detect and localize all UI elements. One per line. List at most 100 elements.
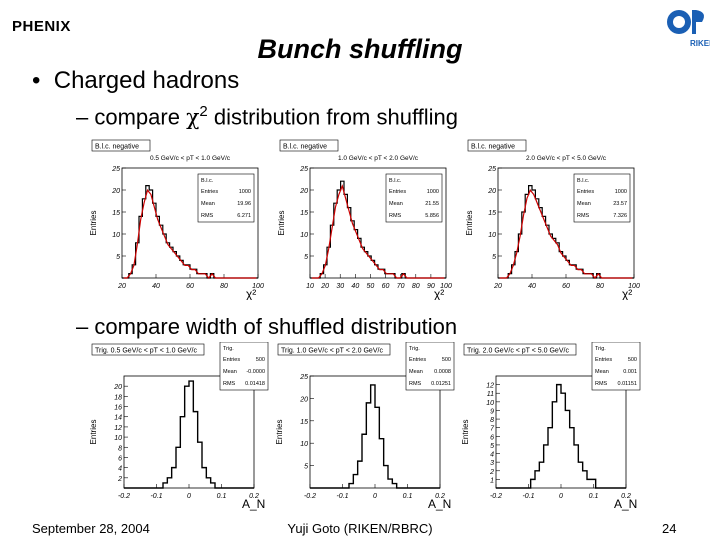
plot-tag-text: B.l.c. negative [471, 144, 515, 151]
plot-tag-box [277, 343, 391, 356]
y-tick-label: 3 [490, 460, 494, 467]
y-tick-label: 16 [114, 405, 122, 412]
y-tick-label: 6 [490, 434, 494, 441]
y-tick-label: 11 [487, 391, 494, 398]
plot-tag-box [467, 139, 527, 152]
stats-key: Mean [223, 369, 237, 375]
y-tick-label: 10 [300, 232, 308, 239]
stats-key: Mean [201, 201, 215, 207]
sub1-prefix: – compare [76, 104, 187, 130]
chi2-plot-3: B.l.c. negative 2.0 GeV/c < pT < 5.0 GeV/… [464, 138, 642, 305]
x-tick-label: 50 [367, 283, 375, 290]
chi-symbol: χ [186, 105, 200, 131]
x-tick-label: 0.2 [249, 493, 259, 500]
stats-box [405, 341, 455, 391]
fit-curve [499, 189, 633, 279]
y-tick-label: 25 [111, 166, 120, 173]
y-tick-label: 8 [118, 445, 122, 452]
x-tick-label: -0.1 [522, 493, 534, 500]
y-tick-label: 12 [486, 383, 494, 390]
y-tick-label: 8 [490, 417, 494, 424]
riken-logo-text: RIKEN [690, 39, 710, 48]
stats-value: -0.0000 [246, 369, 265, 375]
y-tick-label: 10 [300, 441, 308, 448]
plot-tag-text: B.l.c. negative [95, 144, 139, 151]
slide-title: Bunch shuffling [257, 34, 463, 64]
x-tick-label: 80 [596, 283, 604, 290]
x-tick-label: 60 [562, 283, 570, 290]
y-tick-label: 25 [299, 166, 308, 173]
subbullet-chi2: – compare χ2 distribution from shuffling [76, 103, 458, 130]
stats-value: 0.01418 [245, 381, 265, 387]
x-tick-label: 10 [306, 283, 314, 290]
plot-tag-text: Trig. 2.0 GeV/c < pT < 5.0 GeV/c [467, 348, 569, 355]
y-tick-label: 20 [487, 188, 496, 195]
stats-value: 1000 [239, 189, 251, 195]
y-tick-label: 5 [490, 443, 494, 450]
stats-title: B.l.c. [389, 178, 402, 184]
y-tick-label: 10 [114, 435, 122, 442]
plot-tag-text: Trig. 1.0 GeV/c < pT < 2.0 GeV/c [281, 348, 383, 355]
x-axis-label: χ² [622, 287, 632, 300]
plot-tag-box [91, 139, 151, 152]
y-tick-label: 15 [300, 419, 308, 426]
y-tick-label: 10 [486, 400, 494, 407]
width-plot-3: Trig. 2.0 GeV/c < pT < 5.0 GeV/c Entries 1… [458, 341, 644, 519]
y-tick-label: 4 [118, 466, 122, 473]
stats-key: Entries [577, 189, 594, 195]
fit-curve [311, 184, 445, 279]
x-tick-label: -0.2 [304, 493, 316, 500]
y-tick-label: 1 [490, 477, 494, 484]
plot-frame [123, 375, 255, 489]
subbullet-width: – compare width of shuffled distribution [76, 314, 458, 339]
x-tick-label: 0.1 [589, 493, 599, 500]
stats-box [591, 341, 641, 391]
stats-title: Trig. [409, 346, 420, 352]
x-tick-label: 80 [412, 283, 420, 290]
stats-value: 1000 [427, 189, 439, 195]
y-tick-label: 20 [113, 384, 122, 391]
x-tick-label: 40 [351, 283, 359, 290]
stats-value: 5.856 [425, 213, 439, 219]
x-tick-label: 0.2 [621, 493, 631, 500]
y-tick-label: 7 [490, 426, 495, 433]
sub1-suffix: distribution from shuffling [207, 104, 459, 130]
plot-pt-range: 1.0 GeV/c < pT < 2.0 GeV/c [338, 155, 419, 162]
phenix-logo-text: PHENIX [12, 18, 71, 35]
y-axis-label: Entries [277, 211, 286, 236]
x-tick-label: -0.2 [490, 493, 502, 500]
width-plot-1: Trig. 0.5 GeV/c < pT < 1.0 GeV/c Entries 2… [86, 341, 272, 519]
stats-value: 0.01251 [431, 381, 451, 387]
stats-key: Mean [389, 201, 403, 207]
y-tick-label: 9 [490, 408, 494, 415]
y-axis-label: Entries [461, 420, 470, 445]
x-tick-label: 0.1 [403, 493, 413, 500]
x-tick-label: 100 [252, 283, 264, 290]
bullet-dot: • [32, 67, 54, 94]
x-tick-label: -0.1 [336, 493, 348, 500]
phenix-logo: PHENIX [12, 18, 71, 35]
fit-curve [123, 188, 257, 279]
stats-box [573, 173, 631, 223]
x-tick-label: 30 [336, 283, 344, 290]
chi2-plot-1: B.l.c. negative 0.5 GeV/c < pT < 1.0 GeV/… [88, 138, 266, 305]
stats-value: 6.271 [237, 213, 251, 219]
stats-value: 500 [442, 357, 451, 363]
x-tick-label: 20 [493, 283, 502, 290]
x-tick-label: 60 [186, 283, 194, 290]
plot-pt-range: 2.0 GeV/c < pT < 5.0 GeV/c [526, 155, 607, 162]
stats-title: B.l.c. [577, 178, 590, 184]
stats-key: Entries [409, 357, 426, 363]
stats-key: RMS [595, 381, 608, 387]
x-tick-label: 100 [440, 283, 452, 290]
stats-key: RMS [577, 213, 590, 219]
x-tick-label: -0.1 [150, 493, 162, 500]
stats-value: 0.01151 [618, 381, 637, 387]
y-tick-label: 12 [114, 425, 122, 432]
stats-title: Trig. [223, 346, 234, 352]
y-tick-label: 5 [116, 254, 120, 261]
plot-tag-box [279, 139, 339, 152]
y-tick-label: 15 [300, 210, 308, 217]
y-axis-label: Entries [89, 211, 98, 236]
histogram [310, 384, 440, 489]
